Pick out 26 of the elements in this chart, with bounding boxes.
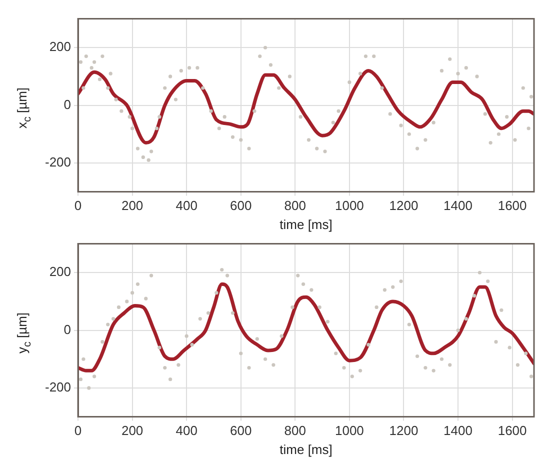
- y-tick-label: 200: [49, 264, 72, 280]
- x-tick-label: 0: [74, 198, 82, 214]
- x-tick-label: 200: [121, 198, 144, 214]
- x-tick-label: 1600: [498, 198, 527, 214]
- x-tick-label: 1200: [389, 423, 418, 438]
- y-tick-label: -200: [44, 380, 72, 395]
- x-tick-label: 400: [176, 198, 198, 214]
- x-tick-label: 200: [121, 423, 144, 438]
- x-tick-label: 1200: [389, 198, 418, 214]
- x-tick-label: 1000: [334, 198, 364, 214]
- x-tick-label: 1400: [444, 423, 472, 438]
- x-tick-label: 1000: [334, 423, 364, 438]
- y-tick-label: 0: [64, 96, 72, 112]
- x-axis-title: time [ms]: [280, 442, 332, 457]
- x-tick-label: 600: [230, 423, 252, 438]
- x-tick-label: 600: [230, 198, 252, 214]
- x-tick-label: 400: [176, 423, 198, 438]
- x-tick-label: 1400: [444, 198, 472, 214]
- y-tick-label: 200: [49, 39, 72, 54]
- x-tick-label: 800: [284, 198, 306, 214]
- y-tick-label: 0: [64, 322, 72, 337]
- x-axis-title: time [ms]: [280, 216, 332, 232]
- x-tick-label: 800: [284, 423, 306, 438]
- y-tick-label: -200: [44, 154, 72, 170]
- x-tick-label: 0: [74, 423, 82, 438]
- x-tick-label: 1600: [498, 423, 527, 438]
